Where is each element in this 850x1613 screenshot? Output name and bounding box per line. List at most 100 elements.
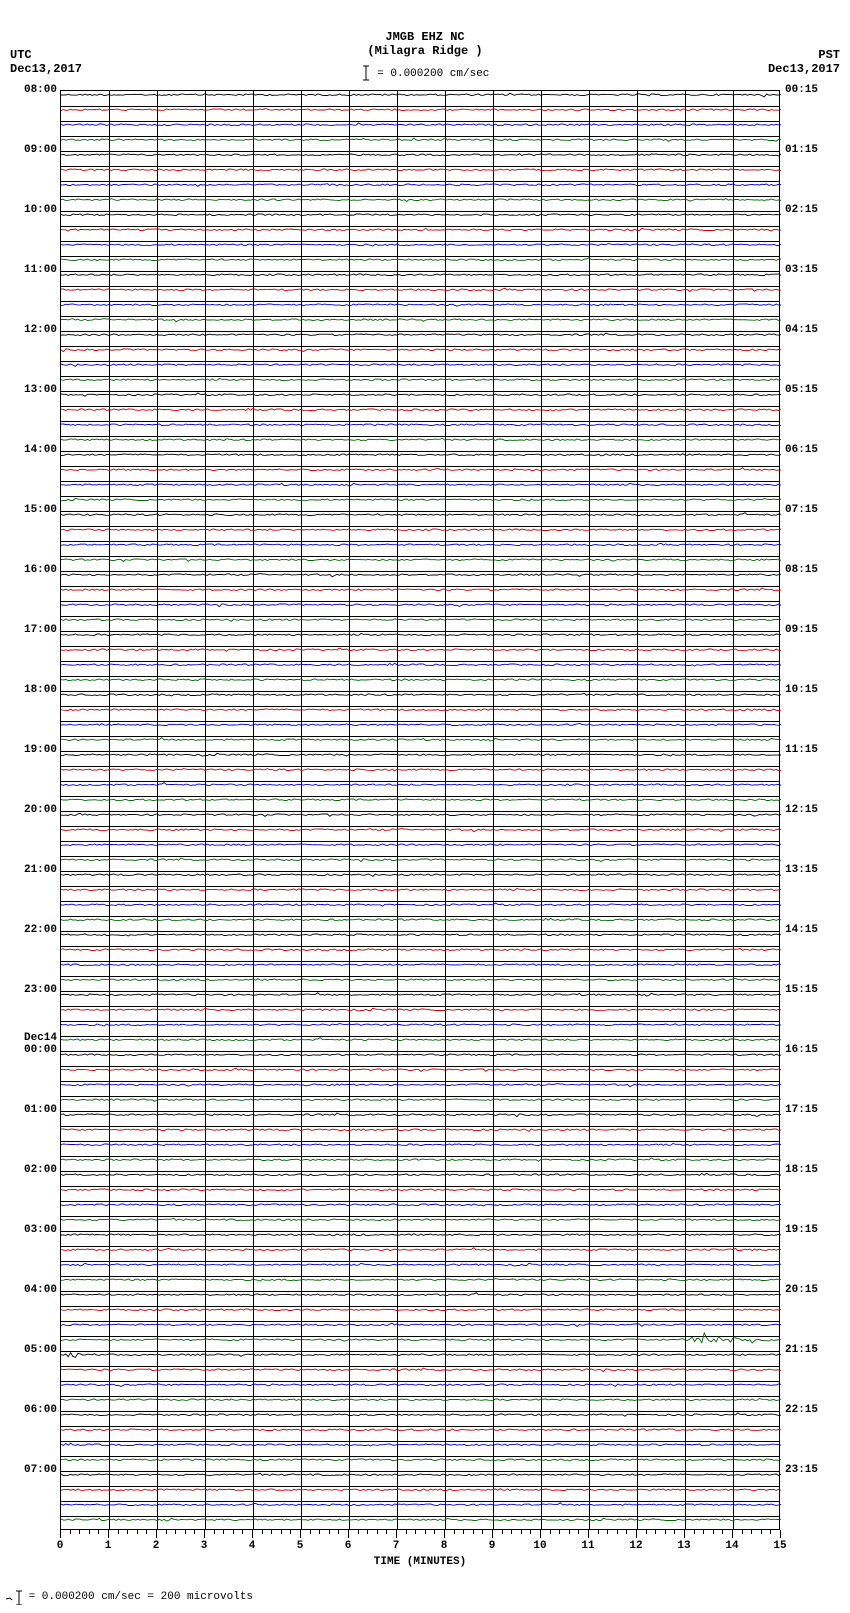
pst-time-label: 19:15 xyxy=(785,1224,818,1236)
x-minor-tick xyxy=(646,1530,647,1534)
x-tick-label: 2 xyxy=(153,1540,160,1552)
x-minor-tick xyxy=(674,1530,675,1534)
trace-line xyxy=(61,1144,781,1146)
trace-line xyxy=(61,1333,781,1343)
pst-time-label: 14:15 xyxy=(785,924,818,936)
x-tick-label: 4 xyxy=(249,1540,256,1552)
pst-time-label: 17:15 xyxy=(785,1104,818,1116)
chart-header: JMGB EHZ NC (Milagra Ridge ) = 0.000200 … xyxy=(0,30,850,82)
x-minor-tick xyxy=(463,1530,464,1534)
x-tick xyxy=(252,1530,253,1538)
trace-line xyxy=(61,874,781,876)
trace-line xyxy=(61,438,781,440)
x-minor-tick xyxy=(214,1530,215,1534)
date-break-label: Dec14 xyxy=(24,1032,57,1044)
x-minor-tick xyxy=(242,1530,243,1534)
x-minor-tick xyxy=(770,1530,771,1534)
scalebar-icon xyxy=(361,64,371,82)
trace-line xyxy=(61,1113,781,1117)
trace-line xyxy=(61,1323,781,1326)
trace-line xyxy=(61,288,781,291)
trace-line xyxy=(61,393,781,396)
trace-line xyxy=(61,574,781,577)
x-axis: TIME (MINUTES) 0123456789101112131415 xyxy=(60,1530,780,1570)
trace-line xyxy=(61,663,781,666)
x-minor-tick xyxy=(530,1530,531,1534)
trace-line xyxy=(61,858,781,862)
x-minor-tick xyxy=(722,1530,723,1534)
trace-line xyxy=(61,634,781,636)
trace-line xyxy=(61,1099,781,1101)
trace-line xyxy=(61,783,781,786)
left-date: Dec13,2017 xyxy=(10,62,82,76)
x-tick xyxy=(108,1530,109,1538)
pst-time-label: 07:15 xyxy=(785,504,818,516)
trace-line xyxy=(61,889,781,891)
trace-line xyxy=(61,693,781,696)
x-tick-label: 6 xyxy=(345,1540,352,1552)
x-minor-tick xyxy=(377,1530,378,1534)
trace-line xyxy=(61,769,781,771)
x-minor-tick xyxy=(271,1530,272,1534)
trace-line xyxy=(61,214,781,216)
trace-line xyxy=(61,964,781,966)
x-minor-tick xyxy=(185,1530,186,1534)
trace-line xyxy=(61,1429,781,1431)
pst-time-label: 13:15 xyxy=(785,864,818,876)
x-minor-tick xyxy=(454,1530,455,1534)
x-minor-tick xyxy=(694,1530,695,1534)
utc-time-label: 12:00 xyxy=(24,324,57,336)
x-minor-tick xyxy=(127,1530,128,1534)
trace-line xyxy=(61,319,781,322)
x-minor-tick xyxy=(386,1530,387,1534)
x-minor-tick xyxy=(569,1530,570,1534)
trace-line xyxy=(61,424,781,426)
x-tick-label: 9 xyxy=(489,1540,496,1552)
x-minor-tick xyxy=(655,1530,656,1534)
x-minor-tick xyxy=(367,1530,368,1534)
x-tick xyxy=(156,1530,157,1538)
x-minor-tick xyxy=(598,1530,599,1534)
x-minor-tick xyxy=(434,1530,435,1534)
trace-line xyxy=(61,1384,781,1387)
pst-time-label: 18:15 xyxy=(785,1164,818,1176)
trace-line xyxy=(61,498,781,501)
x-tick xyxy=(684,1530,685,1538)
x-tick-label: 1 xyxy=(105,1540,112,1552)
pst-time-label: 05:15 xyxy=(785,384,818,396)
pst-time-label: 06:15 xyxy=(785,444,818,456)
trace-line xyxy=(61,1503,781,1506)
trace-line xyxy=(61,1459,781,1461)
station-code: JMGB EHZ NC xyxy=(0,30,850,44)
trace-line xyxy=(61,1353,781,1358)
x-minor-tick xyxy=(137,1530,138,1534)
x-axis-title: TIME (MINUTES) xyxy=(60,1556,780,1568)
trace-line xyxy=(61,529,781,531)
pst-time-label: 11:15 xyxy=(785,744,818,756)
trace-line xyxy=(61,364,781,366)
pst-time-label: 01:15 xyxy=(785,144,818,156)
x-minor-tick xyxy=(310,1530,311,1534)
footer-text: = 0.000200 cm/sec = 200 microvolts xyxy=(22,1591,253,1603)
x-minor-tick xyxy=(425,1530,426,1534)
trace-line xyxy=(61,1084,781,1087)
x-minor-tick xyxy=(415,1530,416,1534)
right-timezone: PST xyxy=(818,48,840,62)
trace-line xyxy=(61,169,781,171)
x-minor-tick xyxy=(550,1530,551,1534)
x-minor-tick xyxy=(233,1530,234,1534)
footer-scale: = 0.000200 cm/sec = 200 microvolts xyxy=(6,1587,253,1605)
x-minor-tick xyxy=(473,1530,474,1534)
trace-line xyxy=(61,844,781,846)
pst-time-label: 21:15 xyxy=(785,1344,818,1356)
x-minor-tick xyxy=(482,1530,483,1534)
utc-time-label: 23:00 xyxy=(24,984,57,996)
trace-line xyxy=(61,1054,781,1056)
trace-line xyxy=(61,454,781,456)
trace-line xyxy=(61,1293,781,1296)
x-tick xyxy=(636,1530,637,1538)
trace-line xyxy=(61,723,781,725)
trace-line xyxy=(61,184,781,187)
x-tick-label: 13 xyxy=(677,1540,690,1552)
trace-line xyxy=(61,1068,781,1071)
